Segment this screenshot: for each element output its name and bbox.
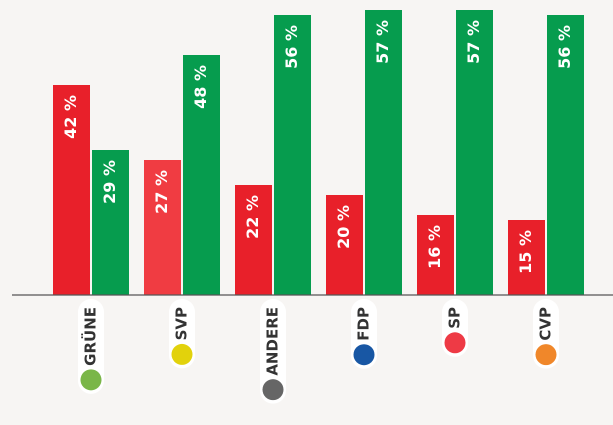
value-label: 27 % — [152, 170, 171, 214]
value-label: 15 % — [516, 230, 535, 274]
category-label: ANDERE — [264, 307, 282, 376]
category-dot — [353, 344, 375, 366]
bar — [92, 150, 129, 295]
label-pill — [260, 299, 286, 404]
category-label: FDP — [355, 307, 373, 341]
value-label: 48 % — [191, 65, 210, 109]
value-label: 16 % — [425, 225, 444, 269]
bar — [456, 10, 493, 295]
category-dot — [535, 344, 557, 366]
bar — [508, 220, 545, 295]
category-label: CVP — [537, 307, 555, 341]
bar — [235, 185, 272, 295]
bar — [326, 195, 363, 295]
category-dot — [444, 332, 466, 354]
value-label: 42 % — [61, 95, 80, 139]
bar — [417, 215, 454, 295]
value-label: 20 % — [334, 205, 353, 249]
category-label: SP — [446, 307, 464, 329]
bar — [547, 15, 584, 295]
bar — [274, 15, 311, 295]
value-label: 22 % — [243, 195, 262, 239]
bar — [144, 160, 181, 295]
value-label: 57 % — [464, 20, 483, 64]
category-dot — [262, 379, 284, 401]
label-pill — [78, 299, 104, 394]
category-dot — [171, 343, 193, 365]
value-label: 56 % — [555, 25, 574, 69]
category-label: SVP — [173, 307, 191, 340]
bar — [53, 85, 90, 295]
bar — [183, 55, 220, 295]
value-label: 57 % — [373, 20, 392, 64]
category-dot — [80, 369, 102, 391]
value-label: 29 % — [100, 160, 119, 204]
category-label: GRÜNE — [81, 307, 100, 366]
bar — [365, 10, 402, 295]
value-label: 56 % — [282, 25, 301, 69]
